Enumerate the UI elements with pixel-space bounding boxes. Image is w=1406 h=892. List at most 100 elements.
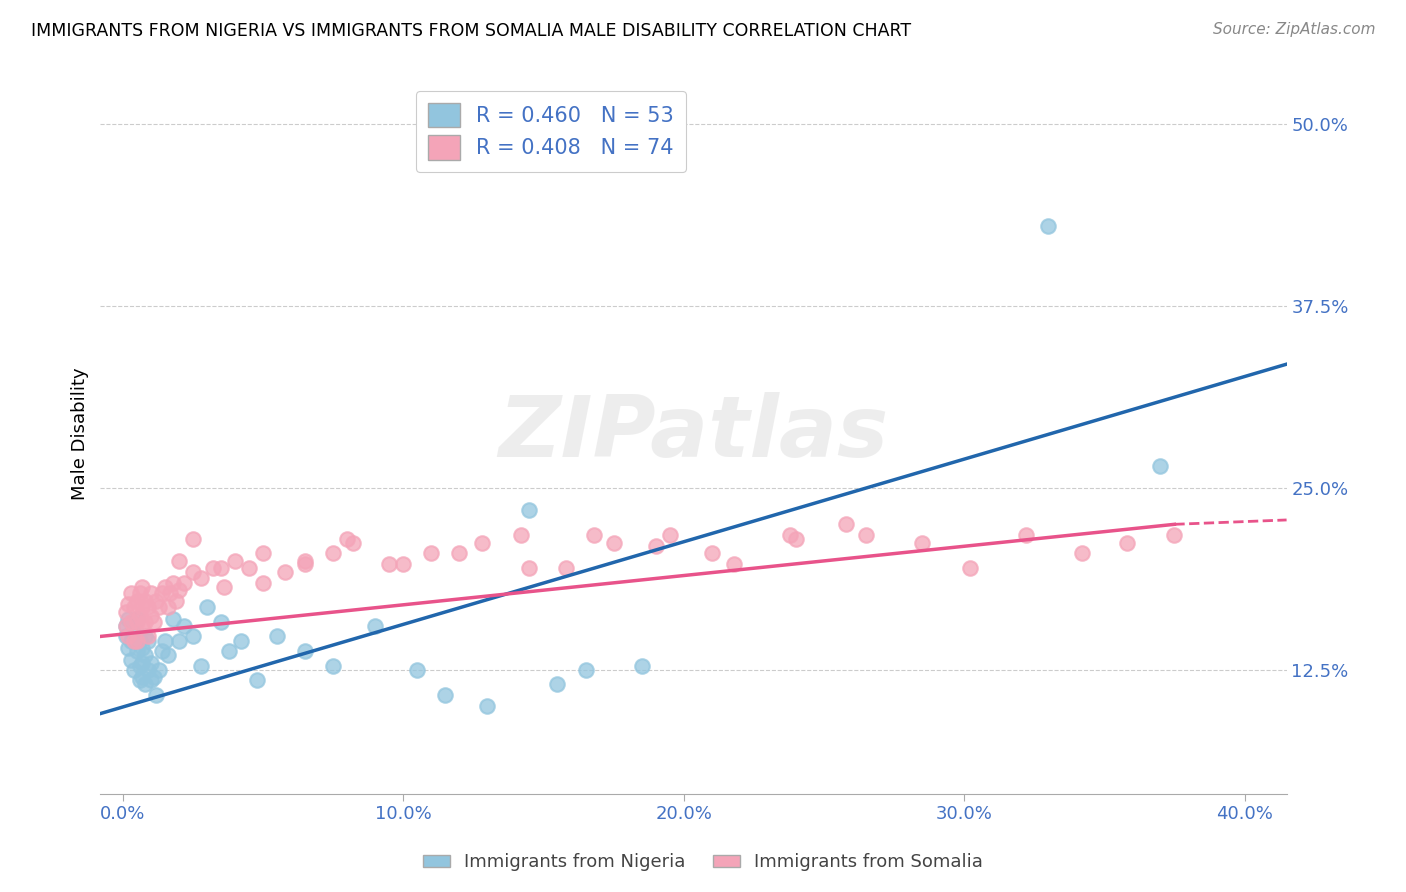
Point	[128, 673, 150, 687]
Point	[122, 633, 145, 648]
Point	[125, 633, 148, 648]
Point	[190, 571, 212, 585]
Point	[142, 670, 165, 684]
Point	[218, 644, 240, 658]
Point	[911, 536, 934, 550]
Point	[173, 575, 195, 590]
Point	[117, 612, 139, 626]
Point	[1038, 219, 1060, 233]
Point	[477, 699, 499, 714]
Point	[145, 594, 167, 608]
Point	[181, 532, 204, 546]
Point	[785, 532, 807, 546]
Point	[602, 536, 624, 550]
Point	[131, 656, 153, 670]
Y-axis label: Male Disability: Male Disability	[72, 367, 89, 500]
Point	[582, 527, 605, 541]
Point	[136, 633, 159, 648]
Point	[378, 557, 401, 571]
Point	[128, 609, 150, 624]
Point	[630, 658, 652, 673]
Point	[195, 600, 218, 615]
Point	[546, 677, 568, 691]
Point	[134, 677, 156, 691]
Point	[173, 619, 195, 633]
Point	[162, 575, 184, 590]
Point	[246, 673, 269, 687]
Legend: Immigrants from Nigeria, Immigrants from Somalia: Immigrants from Nigeria, Immigrants from…	[416, 847, 990, 879]
Point	[959, 561, 981, 575]
Point	[136, 629, 159, 643]
Point	[1015, 527, 1038, 541]
Point	[294, 557, 316, 571]
Point	[131, 619, 153, 633]
Point	[142, 615, 165, 629]
Point	[252, 546, 274, 560]
Point	[114, 605, 136, 619]
Point	[342, 536, 364, 550]
Point	[114, 619, 136, 633]
Point	[855, 527, 877, 541]
Point	[167, 554, 190, 568]
Point	[122, 663, 145, 677]
Point	[125, 615, 148, 629]
Point	[449, 546, 471, 560]
Legend: R = 0.460   N = 53, R = 0.408   N = 74: R = 0.460 N = 53, R = 0.408 N = 74	[416, 91, 686, 172]
Point	[224, 554, 246, 568]
Point	[209, 615, 232, 629]
Point	[322, 546, 344, 560]
Point	[165, 594, 187, 608]
Point	[364, 619, 387, 633]
Point	[125, 612, 148, 626]
Point	[122, 600, 145, 615]
Point	[167, 633, 190, 648]
Point	[252, 575, 274, 590]
Point	[148, 600, 170, 615]
Point	[122, 626, 145, 640]
Text: Source: ZipAtlas.com: Source: ZipAtlas.com	[1212, 22, 1375, 37]
Point	[420, 546, 443, 560]
Point	[574, 663, 596, 677]
Point	[835, 517, 858, 532]
Point	[294, 554, 316, 568]
Point	[190, 658, 212, 673]
Point	[131, 641, 153, 656]
Point	[128, 633, 150, 648]
Point	[1070, 546, 1092, 560]
Point	[779, 527, 801, 541]
Point	[406, 663, 429, 677]
Point	[700, 546, 723, 560]
Point	[266, 629, 288, 643]
Point	[125, 644, 148, 658]
Point	[554, 561, 576, 575]
Point	[145, 688, 167, 702]
Point	[167, 582, 190, 597]
Point	[120, 615, 142, 629]
Point	[162, 612, 184, 626]
Point	[519, 502, 541, 516]
Point	[136, 600, 159, 615]
Point	[153, 580, 176, 594]
Point	[510, 527, 533, 541]
Point	[1115, 536, 1137, 550]
Point	[128, 658, 150, 673]
Point	[114, 619, 136, 633]
Point	[136, 663, 159, 677]
Point	[134, 629, 156, 643]
Point	[134, 594, 156, 608]
Point	[125, 594, 148, 608]
Point	[131, 580, 153, 594]
Point	[117, 641, 139, 656]
Point	[294, 644, 316, 658]
Point	[212, 580, 235, 594]
Point	[156, 600, 179, 615]
Point	[156, 648, 179, 663]
Point	[644, 539, 666, 553]
Point	[134, 648, 156, 663]
Point	[519, 561, 541, 575]
Point	[181, 629, 204, 643]
Point	[117, 598, 139, 612]
Point	[114, 629, 136, 643]
Point	[128, 586, 150, 600]
Point	[322, 658, 344, 673]
